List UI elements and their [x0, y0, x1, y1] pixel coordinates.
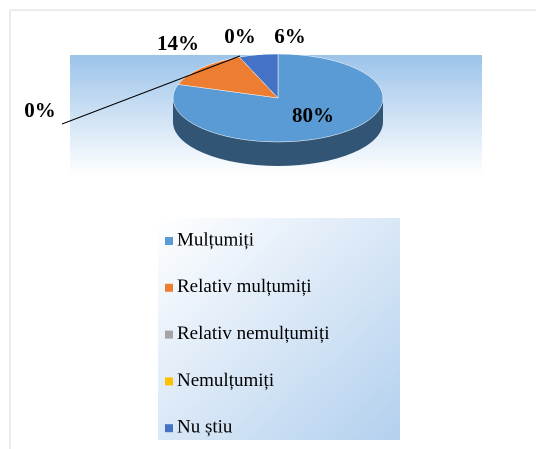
legend-label: Nu știu	[177, 417, 233, 438]
pie-side	[173, 98, 383, 166]
data-label: 0%	[224, 24, 256, 48]
legend	[158, 218, 400, 440]
data-label: 80%	[292, 103, 334, 127]
legend-marker	[165, 283, 173, 292]
data-label: 14%	[157, 31, 199, 55]
data-label: 0%	[24, 98, 56, 122]
legend-label: Nemulțumiți	[177, 370, 274, 391]
legend-label: Relativ nemulțumiți	[177, 323, 330, 344]
pie-slice	[238, 53, 279, 99]
pie-slice	[172, 53, 384, 143]
legend-label: Mulțumiți	[177, 229, 254, 250]
legend-label: Relativ mulțumiți	[177, 276, 312, 297]
legend-marker	[165, 424, 173, 433]
legend-marker	[165, 237, 173, 245]
data-label: 6%	[274, 24, 306, 48]
legend-marker	[165, 377, 173, 386]
legend-marker	[165, 330, 173, 339]
leader-line	[61, 55, 241, 125]
